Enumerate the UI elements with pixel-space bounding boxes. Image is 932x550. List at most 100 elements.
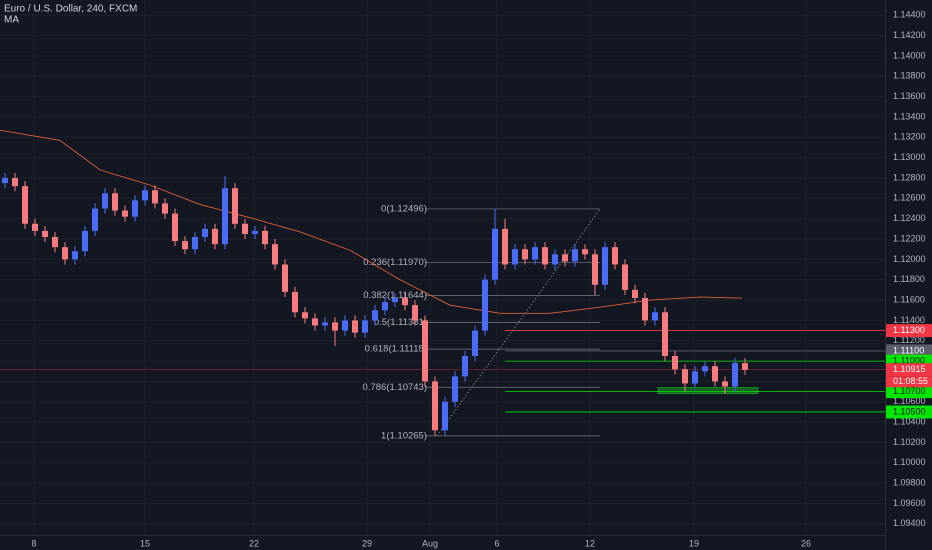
y-tick-label: 1.11800 (893, 274, 925, 284)
candle-body (642, 298, 648, 321)
x-tick-label: 8 (31, 538, 36, 548)
candle-body (572, 249, 578, 262)
candle-body (162, 203, 168, 214)
candle-body (2, 178, 8, 184)
fib-label: 0.236(1.11970) (363, 257, 427, 268)
indicator-label: MA (4, 15, 19, 26)
y-tick-label: 1.12200 (893, 233, 926, 243)
y-tick-label: 1.09400 (893, 518, 926, 528)
plot: 0(1.12496)0.236(1.11970)0.382(1.11644)0.… (0, 129, 885, 441)
candle-body (512, 249, 518, 265)
candle-body (232, 188, 238, 224)
candle-body (12, 178, 18, 187)
candle-body (492, 228, 498, 280)
candle-body (92, 208, 98, 231)
x-tick-label: 6 (494, 538, 499, 548)
candle-body (612, 247, 618, 265)
fib-label: 0.5(1.11381) (374, 317, 427, 328)
candle-body (652, 312, 658, 321)
candle-body (222, 188, 228, 245)
y-tick-label: 1.12600 (893, 193, 926, 203)
countdown-label: 01:08:55 (893, 376, 928, 386)
candle-body (392, 298, 398, 303)
candle-body (542, 247, 548, 265)
candle-body (372, 310, 378, 321)
y-tick-label: 1.13800 (893, 71, 926, 81)
x-tick-label: 22 (249, 538, 259, 548)
candle-body (682, 369, 688, 384)
y-tick-label: 1.13600 (893, 91, 926, 101)
fib-label: 0.786(1.10743) (363, 382, 427, 393)
candle-body (422, 320, 428, 382)
candle-body (402, 298, 408, 306)
candle-body (632, 289, 638, 299)
candle-body (532, 247, 538, 260)
candle-body (472, 330, 478, 357)
candle-body (712, 366, 718, 382)
candle-body (692, 371, 698, 384)
candle-body (742, 363, 748, 370)
candle-body (202, 228, 208, 238)
y-tick-label: 1.09600 (893, 498, 926, 508)
price-tag (886, 363, 932, 377)
candle-body (382, 302, 388, 311)
candle-body (72, 251, 78, 260)
axis: 1.09400 1.09600 1.09800 1.10000 1.10200 1.104… (31, 10, 932, 548)
y-tick-label: 1.13400 (893, 111, 926, 121)
y-tick-label: 1.14000 (893, 50, 926, 60)
candle-body (62, 247, 68, 260)
candle-body (582, 249, 588, 255)
candle-body (192, 237, 198, 250)
candle-body (292, 291, 298, 313)
candle-body (452, 376, 458, 402)
x-tick-label: 12 (585, 538, 595, 548)
y-tick-label: 1.14200 (893, 30, 926, 40)
candle-body (412, 305, 418, 321)
grid (0, 0, 885, 535)
candle-body (442, 401, 448, 431)
candle-body (622, 264, 628, 290)
candle-body (502, 228, 508, 265)
x-tick-label: 26 (801, 538, 811, 548)
y-tick-label: 1.11400 (893, 315, 925, 325)
y-tick-label: 1.10000 (893, 457, 926, 467)
candle-body (242, 223, 248, 234)
candle-body (462, 356, 468, 377)
candle-body (722, 381, 728, 387)
y-tick-label: 1.12800 (893, 172, 926, 182)
price-tag-label: 1.11100 (893, 345, 924, 355)
price-tag-label: 1.10700 (893, 386, 926, 396)
candle-body (332, 322, 338, 331)
candle-body (212, 228, 218, 245)
candle-body (702, 366, 708, 372)
y-tick-label: 1.13200 (893, 132, 926, 142)
price-tag (886, 344, 932, 358)
candle-body (522, 249, 528, 260)
candle-body (122, 210, 128, 217)
candle-body (22, 186, 28, 224)
price-tag (886, 385, 932, 399)
candle-body (592, 254, 598, 285)
countdown-tag (886, 376, 932, 388)
x-tick-label: Aug (422, 538, 438, 548)
fib-label: 1(1.10265) (381, 430, 427, 441)
candle-body (282, 264, 288, 292)
candle-body (672, 356, 678, 370)
candle-body (112, 193, 118, 211)
price-tag (886, 405, 932, 419)
candle-body (432, 381, 438, 431)
fib-label: 0(1.12496) (381, 203, 427, 214)
y-tick-label: 1.14400 (893, 10, 926, 20)
candle-body (172, 213, 178, 242)
x-tick-label: 19 (689, 538, 699, 548)
y-tick-label: 1.11600 (893, 294, 925, 304)
ma-line (0, 129, 743, 314)
price-tag (886, 324, 932, 338)
x-tick-label: 29 (362, 538, 372, 548)
candle-body (132, 200, 138, 217)
y-tick-label: 1.10400 (893, 417, 926, 427)
price-tag-label: 1.10915 (893, 364, 926, 374)
chart-title: Euro / U.S. Dollar, 240, FXCM (4, 4, 137, 15)
